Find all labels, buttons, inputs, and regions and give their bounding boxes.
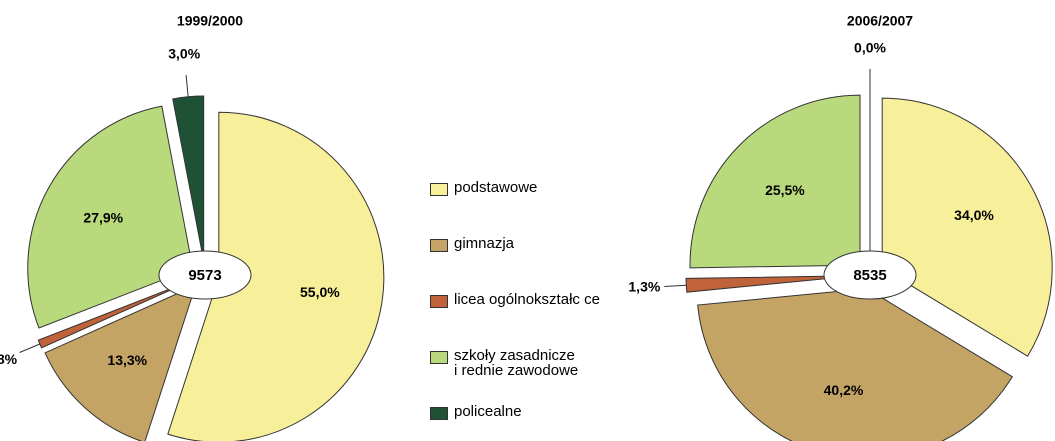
leader-line: [664, 284, 687, 288]
legend-swatch: [430, 183, 448, 196]
legend-swatch: [430, 351, 448, 364]
pie-slice: [881, 97, 1053, 357]
legend-swatch: [430, 295, 448, 308]
data-label: 13,3%: [107, 352, 147, 368]
legend-swatch: [430, 407, 448, 420]
data-label: 55,0%: [300, 284, 340, 300]
data-label: 1,3%: [628, 278, 660, 294]
legend-label: szkoły zasadnicze i rednie zawodowe: [454, 347, 579, 379]
center-total: 9573: [188, 267, 221, 284]
legend-label: licea ogólnokształc ce: [454, 291, 600, 308]
data-label: 40,2%: [824, 382, 864, 398]
center-ellipse: [158, 250, 252, 300]
legend-label: policealne: [454, 403, 522, 420]
legend-item: licea ogólnokształc ce: [430, 292, 600, 348]
legend-item: szkoły zasadnicze i rednie zawodowe: [430, 348, 600, 404]
legend-item: policealne: [430, 404, 600, 441]
pie-slice: [27, 105, 194, 329]
pie-slice: [44, 284, 197, 441]
data-label: 0,8%: [0, 351, 18, 367]
legend-swatch: [430, 239, 448, 252]
data-label: 27,9%: [83, 209, 123, 225]
legend-item: gimnazja: [430, 236, 600, 292]
data-label: 25,5%: [765, 182, 805, 198]
pie-slice: [697, 288, 1014, 441]
data-label: 34,0%: [954, 207, 994, 223]
center-ellipse: [823, 250, 917, 300]
chart-title: 2006/2007: [847, 13, 913, 29]
pie-slice: [689, 94, 861, 269]
center-total: 8535: [853, 267, 886, 284]
leader-line: [185, 74, 189, 97]
data-label: 3,0%: [168, 46, 200, 62]
legend: podstawowe gimnazja licea ogólnokształc ce…: [430, 180, 600, 441]
pie-slice: [172, 95, 205, 262]
chart-title: 1999/2000: [177, 13, 243, 29]
legend-label: podstawowe: [454, 179, 538, 196]
data-label: 0,0%: [854, 40, 886, 56]
leader-line: [19, 343, 41, 353]
legend-item: podstawowe: [430, 180, 600, 236]
pie-slice: [167, 111, 385, 441]
legend-label: gimnazja: [454, 235, 515, 252]
